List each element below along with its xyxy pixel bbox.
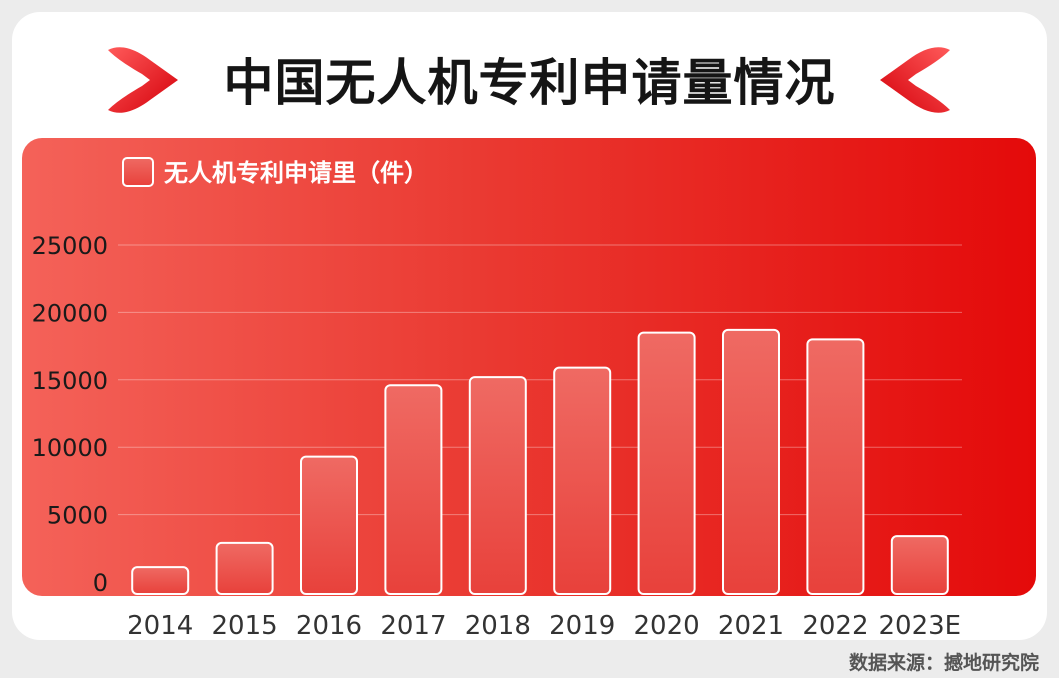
legend-label: 无人机专利申请里（件）: [164, 159, 428, 187]
y-tick-label: 0: [93, 569, 108, 597]
y-tick-label: 25000: [32, 232, 108, 260]
x-tick-label: 2019: [549, 611, 615, 641]
x-tick-label: 2018: [465, 611, 531, 641]
bar-2018: [468, 376, 527, 595]
x-tick-label: 2014: [127, 611, 193, 641]
x-tick-label: 2021: [718, 611, 784, 641]
bar-2017: [384, 384, 443, 595]
x-tick-label: 2023E: [878, 611, 961, 641]
x-tick-label: 2020: [634, 611, 700, 641]
bar-2021: [722, 328, 780, 595]
chart-panel: [22, 138, 1036, 596]
legend-swatch: [122, 157, 154, 187]
y-tick-label: 5000: [47, 502, 108, 530]
bar-2014: [131, 566, 190, 595]
x-tick-label: 2016: [296, 611, 362, 641]
left-chevron-decoration: [108, 47, 178, 113]
bar-2015: [215, 541, 274, 596]
bar-2016: [300, 455, 358, 595]
y-tick-label: 15000: [32, 367, 108, 395]
y-axis-ticks: 0 5000 10000 15000 20000 25000: [32, 232, 108, 597]
bars: [131, 328, 949, 596]
x-tick-label: 2022: [802, 611, 868, 641]
bar-2020: [637, 331, 696, 595]
source-note: 数据来源：撼地研究院: [848, 652, 1039, 674]
legend: 无人机专利申请里（件）: [122, 157, 428, 187]
bar-2019: [553, 366, 612, 595]
x-tick-label: 2015: [212, 611, 278, 641]
x-axis-ticks: 2014 2015 2016 2017 2018 2019 2020 2021 2022 2023…: [127, 611, 961, 641]
bar-2022: [806, 338, 865, 595]
bar-2023E: [890, 535, 949, 596]
x-tick-label: 2017: [380, 611, 446, 641]
chart-title: 中国无人机专利申请量情况: [223, 54, 836, 112]
y-tick-label: 10000: [32, 434, 108, 462]
right-chevron-decoration: [880, 47, 950, 113]
y-tick-label: 20000: [32, 299, 108, 327]
